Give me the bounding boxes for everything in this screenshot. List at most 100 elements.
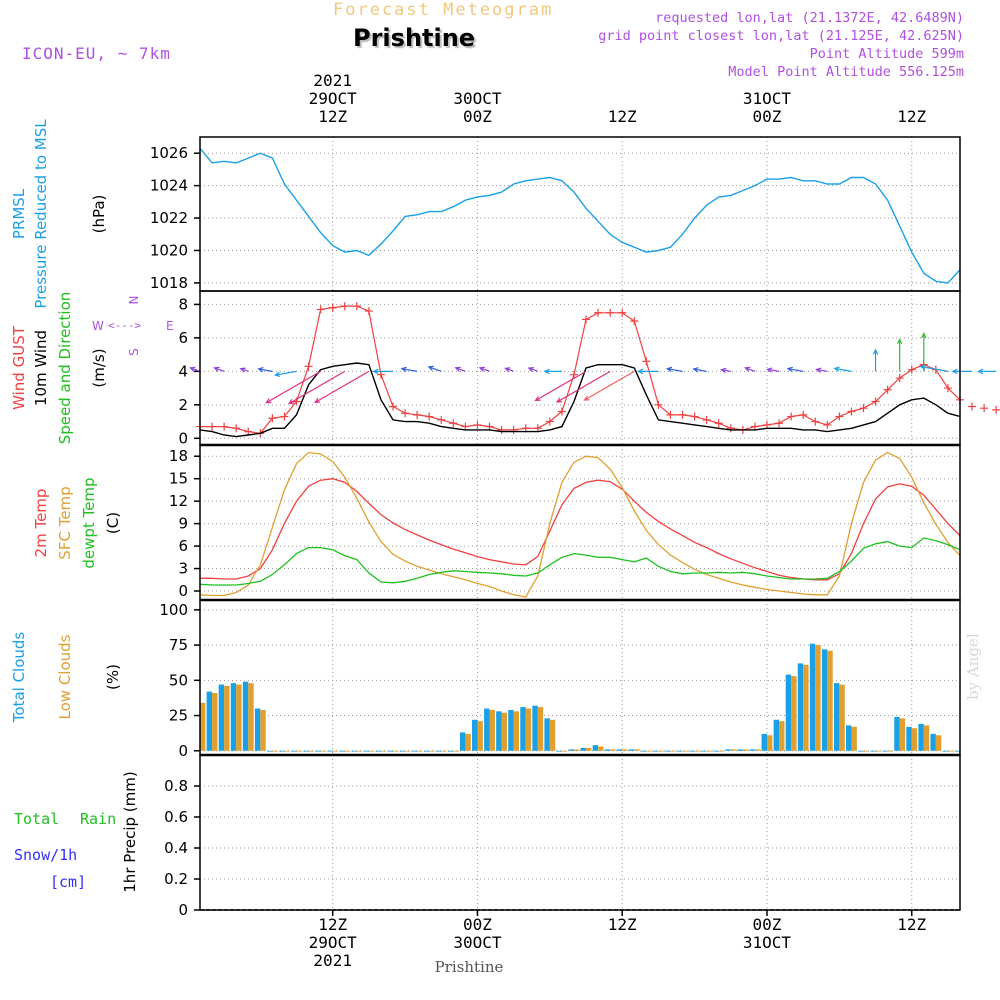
- gust-marker: [895, 374, 904, 383]
- cloud-bar-group: [351, 750, 363, 752]
- wind-direction-arrow: [720, 367, 731, 374]
- total-cloud-bar: [484, 708, 490, 751]
- low-cloud-bar: [887, 750, 894, 752]
- y-tick-label: 0.8: [164, 777, 188, 795]
- low-cloud-bar: [489, 709, 495, 751]
- total-cloud-bar: [411, 750, 418, 752]
- cloud-bar-group: [785, 674, 797, 751]
- series-sfc-temp: [200, 451, 960, 598]
- low-cloud-bar: [815, 645, 821, 751]
- gust-marker: [943, 384, 952, 393]
- bottom-time-label: 12Z: [608, 915, 637, 934]
- cloud-bar-group: [894, 716, 906, 751]
- cloud-bar-group: [846, 725, 857, 751]
- temp-label-sfc: SFC Temp: [56, 486, 74, 559]
- y-tick-label: 1020: [150, 241, 188, 259]
- panel-frame-precip: [199, 754, 961, 911]
- low-cloud-bar: [779, 721, 785, 751]
- gust-marker: [304, 362, 313, 371]
- y-tick-label: 0.4: [164, 839, 188, 857]
- panel-frame-temperature: [199, 444, 961, 601]
- cloud-bar-group: [508, 709, 520, 751]
- low-cloud-bar: [694, 750, 701, 752]
- low-cloud-bar: [465, 733, 471, 751]
- cloud-bar-group: [242, 681, 254, 751]
- y-tick-label: 9: [178, 515, 188, 533]
- total-cloud-bar: [303, 750, 309, 752]
- gust-marker: [907, 365, 916, 374]
- wind-direction-arrow: [766, 367, 780, 373]
- wind-direction-arrow: [478, 366, 490, 372]
- bottom-time-label: 12Z: [318, 915, 347, 934]
- wind-label-10m: 10m Wind: [32, 330, 50, 406]
- low-cloud-bar: [670, 750, 676, 752]
- wind-direction-arrow: [555, 370, 611, 403]
- compass-s: S: [127, 348, 141, 356]
- cloud-bar-group: [967, 751, 978, 752]
- gust-marker: [642, 357, 651, 366]
- total-cloud-bar: [195, 701, 200, 750]
- gust-marker: [847, 407, 856, 416]
- gust-marker: [811, 417, 820, 426]
- cloud-bar-group: [218, 684, 230, 751]
- cloud-bar-group: [665, 750, 676, 752]
- low-cloud-bar: [935, 735, 942, 751]
- clouds-label-low: Low Clouds: [56, 634, 74, 719]
- clouds-label-total: Total Clouds: [10, 632, 28, 724]
- low-cloud-bar: [380, 750, 387, 752]
- top-time-label: 00Z: [463, 107, 492, 126]
- wind-direction-arrow: [692, 367, 707, 373]
- gust-marker: [690, 412, 699, 421]
- cloud-bar-group: [725, 749, 737, 751]
- cloud-bar-group: [652, 750, 664, 752]
- total-cloud-bar: [279, 750, 285, 752]
- cloud-bar-group: [918, 724, 930, 751]
- cloud-bar-group: [254, 708, 266, 751]
- gust-marker: [413, 410, 422, 419]
- y-tick-label: 6: [178, 537, 188, 555]
- top-time-label: 12Z: [318, 107, 347, 126]
- wind-direction-arrow: [427, 365, 442, 372]
- cloud-bar-group: [399, 750, 411, 752]
- gust-marker: [678, 410, 687, 419]
- gust-marker: [823, 420, 832, 429]
- total-cloud-bar: [291, 750, 297, 752]
- top-time-label: 00Z: [753, 107, 782, 126]
- low-cloud-bar: [851, 726, 857, 751]
- gust-marker: [328, 303, 337, 312]
- total-cloud-bar: [701, 750, 707, 752]
- low-cloud-bar: [730, 749, 737, 751]
- cloud-bar-group: [484, 708, 495, 751]
- wind-direction-arrow: [637, 368, 659, 375]
- total-cloud-bar: [532, 705, 538, 751]
- gust-marker: [799, 410, 808, 419]
- point-altitude: Point Altitude 599m: [809, 46, 964, 62]
- total-cloud-bar: [821, 649, 828, 751]
- cloud-bar-group: [592, 745, 604, 751]
- total-cloud-bar: [327, 750, 333, 752]
- cloud-bar-group: [677, 750, 688, 752]
- low-cloud-bar: [573, 749, 580, 751]
- low-cloud-bar: [332, 750, 339, 752]
- gust-marker: [630, 317, 639, 326]
- gust-marker: [787, 412, 796, 421]
- total-cloud-bar: [652, 750, 659, 752]
- cloud-bar-group: [930, 733, 942, 751]
- gust-marker: [835, 412, 844, 421]
- wind-direction-arrow: [400, 366, 418, 373]
- total-cloud-bar: [665, 750, 671, 752]
- gust-marker: [220, 422, 229, 431]
- cloud-bar-group: [640, 750, 652, 752]
- series-10m-wind: [200, 362, 960, 438]
- pressure-units: (hPa): [90, 195, 108, 234]
- low-cloud-bar: [827, 650, 833, 751]
- y-tick-label: 6: [178, 329, 188, 347]
- precip-units: 1hr Precip (mm): [121, 771, 139, 892]
- y-tick-label: 3: [178, 560, 188, 578]
- cloud-bar-group: [870, 750, 881, 752]
- total-cloud-bar: [689, 750, 695, 752]
- gust-marker: [545, 417, 554, 426]
- total-cloud-bar: [206, 691, 213, 751]
- cloud-bar-group: [435, 750, 447, 752]
- cloud-bar-group: [954, 750, 960, 752]
